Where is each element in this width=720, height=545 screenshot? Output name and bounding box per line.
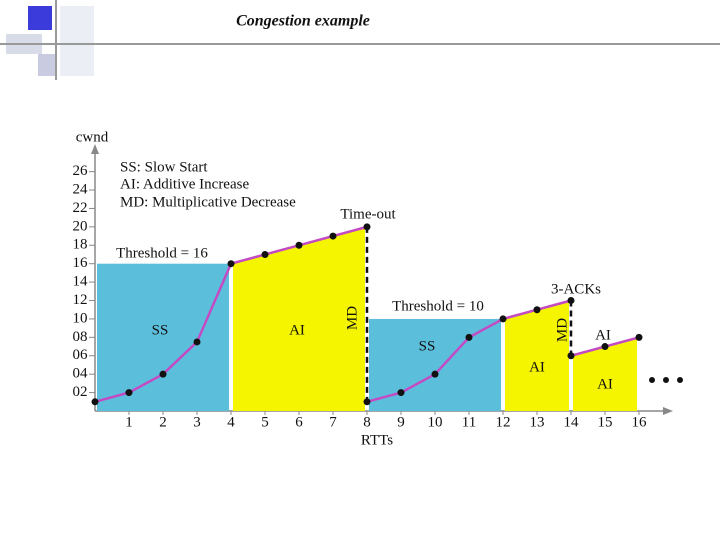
y-tick-label: 10 <box>73 310 88 326</box>
ellipsis-dot <box>663 377 669 383</box>
data-point <box>567 297 575 305</box>
slide-title: Congestion example <box>236 13 370 30</box>
decor-square <box>28 6 52 30</box>
x-tick-label: 14 <box>564 414 580 430</box>
y-tick-label: 08 <box>73 329 88 345</box>
y-tick-label: 18 <box>73 237 88 253</box>
x-axis-label: RTTs <box>361 432 393 448</box>
decor-square <box>38 54 56 76</box>
region-label: SS <box>419 338 436 354</box>
x-tick-label: 11 <box>462 414 476 430</box>
x-tick-label: 6 <box>295 414 303 430</box>
data-point <box>533 306 541 314</box>
ai-region <box>505 300 569 411</box>
annotation: Threshold = 10 <box>392 298 484 314</box>
ellipsis-dot <box>677 377 683 383</box>
y-tick-label: 24 <box>73 181 89 197</box>
data-point <box>193 338 201 346</box>
x-tick-label: 5 <box>261 414 269 430</box>
x-tick-label: 10 <box>428 414 443 430</box>
data-point <box>363 223 371 231</box>
annotation: 3-ACKs <box>551 281 601 297</box>
y-tick-label: 04 <box>73 366 89 382</box>
x-tick-label: 7 <box>329 414 337 430</box>
data-point <box>159 370 167 378</box>
data-point <box>363 398 371 406</box>
annotation: MD: Multiplicative Decrease <box>120 194 296 210</box>
x-tick-label: 4 <box>227 414 235 430</box>
y-tick-label: 14 <box>73 274 89 290</box>
annotation: MD <box>344 306 360 330</box>
y-tick-label: 06 <box>73 347 89 363</box>
x-tick-label: 3 <box>193 414 201 430</box>
x-tick-label: 1 <box>125 414 133 430</box>
data-point <box>397 389 405 397</box>
x-tick-label: 12 <box>496 414 511 430</box>
data-point <box>295 241 303 249</box>
region-label: SS <box>152 322 169 338</box>
ss-region <box>97 263 229 411</box>
decor-square <box>60 6 94 76</box>
annotation: AI: Additive Increase <box>120 176 249 192</box>
annotation: SS: Slow Start <box>120 159 208 175</box>
x-tick-label: 9 <box>397 414 405 430</box>
data-point <box>261 250 269 258</box>
data-point <box>635 333 643 341</box>
data-point <box>601 343 609 351</box>
data-point <box>499 315 507 323</box>
y-axis-label: cwnd <box>76 129 109 145</box>
y-tick-label: 02 <box>73 384 88 400</box>
y-axis-arrow <box>91 144 99 154</box>
data-point <box>91 398 99 406</box>
y-tick-label: 20 <box>73 218 88 234</box>
ellipsis-dot <box>649 377 655 383</box>
ai-region <box>233 226 365 411</box>
x-tick-label: 15 <box>598 414 613 430</box>
y-tick-label: 22 <box>73 200 88 216</box>
y-tick-label: 26 <box>73 163 89 179</box>
ss-region <box>369 318 501 411</box>
annotation: Time-out <box>340 206 396 222</box>
y-tick-label: 12 <box>73 292 88 308</box>
data-point <box>227 260 235 268</box>
annotation: Threshold = 16 <box>116 245 208 261</box>
data-point <box>567 352 575 360</box>
y-tick-label: 16 <box>73 255 89 271</box>
ai-region <box>573 337 637 411</box>
annotation: MD <box>554 318 570 342</box>
region-label: AI <box>529 359 545 375</box>
x-tick-label: 8 <box>363 414 371 430</box>
x-tick-label: 16 <box>632 414 648 430</box>
data-point <box>329 232 337 240</box>
region-label: AI <box>597 376 613 392</box>
data-point <box>465 333 473 341</box>
x-tick-label: 13 <box>530 414 545 430</box>
x-tick-label: 2 <box>159 414 167 430</box>
data-point <box>125 389 133 397</box>
region-label: AI <box>289 322 305 338</box>
data-point <box>431 370 439 378</box>
x-axis-arrow <box>663 407 673 415</box>
annotation: AI <box>595 327 611 343</box>
